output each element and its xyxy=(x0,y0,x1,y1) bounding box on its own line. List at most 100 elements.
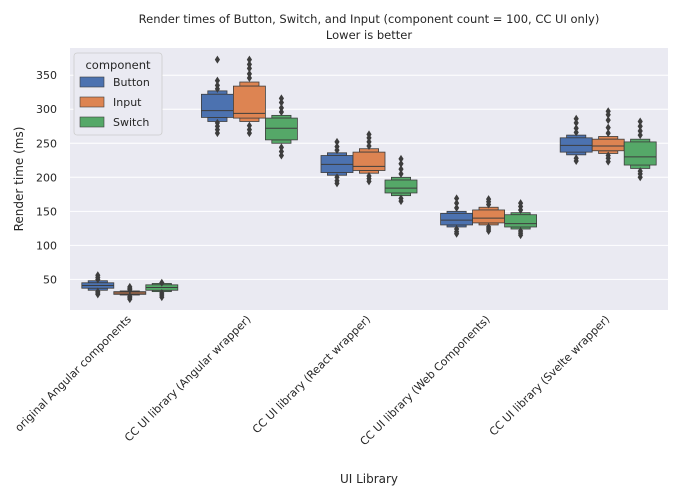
category-group xyxy=(440,194,538,240)
outlier-marker xyxy=(573,128,579,137)
x-tick-label: CC UI library (React wrapper) xyxy=(250,313,373,436)
y-tick-labels: 50 100 150 200 250 300 350 xyxy=(36,69,57,286)
category-group xyxy=(81,271,179,304)
outlier-marker xyxy=(95,287,101,296)
outlier-marker xyxy=(366,130,372,139)
iqr-box xyxy=(384,179,418,194)
boxen-button xyxy=(440,194,474,238)
outlier-marker xyxy=(214,81,220,90)
category-group xyxy=(320,130,418,206)
x-axis-label: UI Library xyxy=(340,472,398,486)
outlier-marker xyxy=(454,203,460,212)
outlier-marker xyxy=(605,151,611,160)
outlier-marker xyxy=(486,195,492,204)
outlier-marker xyxy=(278,98,284,107)
outlier-marker xyxy=(398,159,404,168)
outlier-marker xyxy=(637,131,643,140)
boxen-switch xyxy=(623,117,657,182)
outlier-marker xyxy=(334,137,340,146)
iqr-box xyxy=(440,212,474,226)
outlier-marker xyxy=(398,169,404,178)
x-tick-label: CC UI library (Angular wrapper) xyxy=(122,313,253,444)
y-tick-label: 300 xyxy=(36,103,57,116)
outlier-marker xyxy=(246,121,252,130)
outlier-marker xyxy=(398,154,404,163)
legend-entry-label: Switch xyxy=(113,116,149,129)
legend-entries: Button Input Switch xyxy=(79,76,150,129)
chart-subtitle: Lower is better xyxy=(326,28,412,42)
outlier-marker xyxy=(454,225,460,234)
legend-swatch xyxy=(79,76,105,88)
outlier-marker xyxy=(246,125,252,134)
iqr-box xyxy=(264,117,298,141)
outlier-marker xyxy=(605,123,611,132)
outlier-marker xyxy=(637,117,643,126)
outlier-marker xyxy=(398,165,404,174)
legend-entry-label: Button xyxy=(113,76,150,89)
outlier-marker xyxy=(159,288,165,297)
category-group xyxy=(559,107,657,182)
outlier-marker xyxy=(573,124,579,133)
iqr-box xyxy=(623,141,657,166)
outlier-marker xyxy=(127,282,133,291)
outlier-marker xyxy=(278,143,284,152)
outlier-marker xyxy=(573,114,579,123)
iqr-box xyxy=(200,93,234,118)
outlier-marker xyxy=(366,141,372,150)
outlier-marker xyxy=(246,60,252,69)
y-tick-label: 250 xyxy=(36,137,57,150)
outlier-marker xyxy=(127,292,133,301)
outlier-marker xyxy=(605,116,611,125)
outlier-marker xyxy=(246,73,252,82)
y-tick-label: 150 xyxy=(36,205,57,218)
outlier-marker xyxy=(454,199,460,208)
legend-swatch xyxy=(79,116,105,128)
y-tick-label: 50 xyxy=(43,273,57,286)
lower-letter-box xyxy=(271,139,292,144)
iqr-box xyxy=(472,209,506,224)
outlier-marker xyxy=(637,122,643,131)
outlier-marker xyxy=(637,127,643,136)
boxen-input xyxy=(232,55,266,138)
outlier-marker xyxy=(159,278,165,287)
boxen-switch xyxy=(504,199,538,240)
upper-letter-box xyxy=(239,81,260,87)
outlier-marker xyxy=(214,76,220,85)
outlier-marker xyxy=(573,118,579,127)
x-tick-label: CC UI library (Web Components) xyxy=(358,313,493,448)
outlier-marker xyxy=(366,171,372,180)
boxen-switch xyxy=(145,278,179,302)
boxen-input xyxy=(352,130,386,186)
iqr-box xyxy=(232,85,266,119)
outlier-marker xyxy=(278,94,284,103)
boxen-button xyxy=(559,114,593,165)
legend-frame xyxy=(73,52,163,136)
boxen-input xyxy=(113,282,147,304)
outlier-marker xyxy=(246,69,252,78)
outlier-marker xyxy=(398,194,404,203)
outlier-marker xyxy=(278,147,284,156)
boxen-button xyxy=(320,137,354,188)
upper-letter-box xyxy=(630,138,651,143)
outlier-marker xyxy=(454,194,460,203)
iqr-box xyxy=(352,151,386,171)
outlier-marker xyxy=(486,222,492,231)
lower-letter-box xyxy=(239,117,260,122)
outlier-marker xyxy=(214,55,220,64)
boxen-input xyxy=(591,107,625,166)
outlier-marker xyxy=(95,271,101,280)
boxen-button xyxy=(81,271,115,299)
outlier-marker xyxy=(246,55,252,64)
outlier-marker xyxy=(573,154,579,163)
outlier-marker xyxy=(518,227,524,236)
legend-swatch xyxy=(79,96,105,108)
iqr-box xyxy=(591,138,625,152)
outlier-marker xyxy=(246,64,252,73)
y-tick-label: 200 xyxy=(36,171,57,184)
outlier-marker xyxy=(214,118,220,127)
legend: component Button Input Switch xyxy=(73,52,163,136)
category-group xyxy=(200,55,298,160)
legend-entry-label: Input xyxy=(113,96,142,109)
